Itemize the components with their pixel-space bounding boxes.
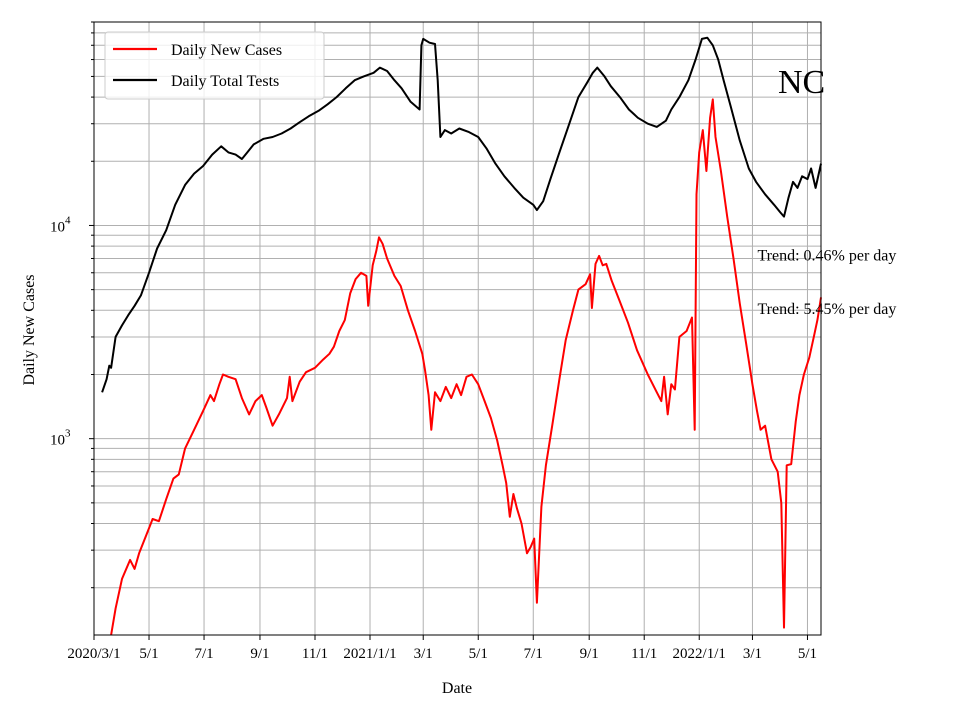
series-line-daily-total-tests xyxy=(101,36,822,393)
plot-frame xyxy=(93,21,822,636)
x-tick-label: 2022/1/1 xyxy=(673,646,726,662)
x-tick-label: 7/1 xyxy=(524,646,543,662)
legend-label-daily-new-cases: Daily New Cases xyxy=(171,42,282,59)
axis-ticks: 2020/3/1 5/1 7/1 9/1 11/1 2021/1/1 3/1 5/1 7/1 9/… xyxy=(50,21,817,662)
trend-annotation: Trend: 0.46% per day xyxy=(757,248,896,265)
y-tick-label: 103 xyxy=(50,428,71,449)
trend-annotation: Trend: 5.45% per day xyxy=(757,301,896,318)
x-tick-label: 5/1 xyxy=(469,646,488,662)
y-tick-label: 104 xyxy=(50,214,71,235)
x-tick-label: 9/1 xyxy=(250,646,269,662)
grid-lines xyxy=(93,21,821,635)
x-tick-label: 2021/1/1 xyxy=(343,646,396,662)
x-axis-label: Date xyxy=(442,680,472,697)
legend: Daily New Cases Daily Total Tests xyxy=(104,31,325,100)
x-tick-label: 11/1 xyxy=(302,646,328,662)
x-tick-label: 7/1 xyxy=(194,646,213,662)
x-tick-label: 5/1 xyxy=(798,646,817,662)
legend-label-daily-total-tests: Daily Total Tests xyxy=(171,73,279,90)
x-tick-label: 2020/3/1 xyxy=(67,646,120,662)
series-lines xyxy=(101,36,822,636)
x-tick-label: 9/1 xyxy=(580,646,599,662)
state-label: NC xyxy=(778,64,825,101)
y-axis-label: Daily New Cases xyxy=(21,274,38,385)
x-tick-label: 11/1 xyxy=(631,646,657,662)
legend-box xyxy=(104,31,325,100)
x-tick-label: 3/1 xyxy=(743,646,762,662)
trend-annotations: Trend: 0.46% per day Trend: 5.45% per day xyxy=(757,248,896,318)
x-tick-label: 3/1 xyxy=(414,646,433,662)
x-tick-label: 5/1 xyxy=(139,646,158,662)
series-line-daily-new-cases xyxy=(110,98,822,636)
